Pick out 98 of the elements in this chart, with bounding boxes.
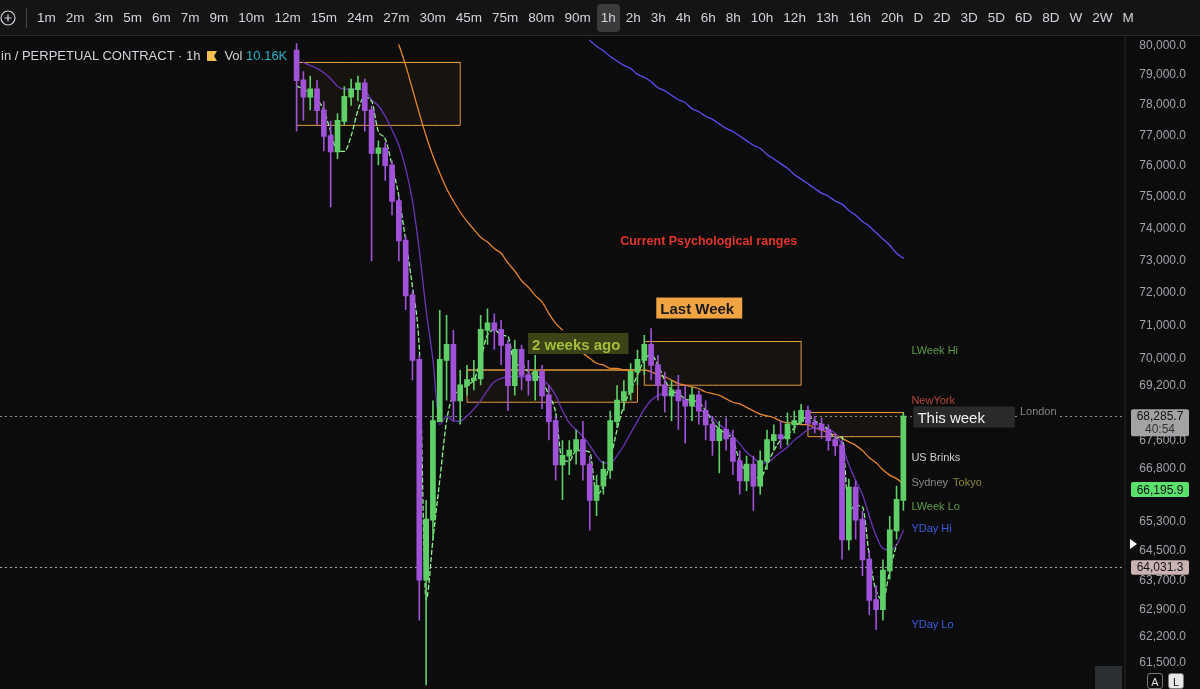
y-tick-label: 67,600.0 [1139, 433, 1187, 448]
text: 3D [959, 8, 979, 27]
candlestick [716, 420, 723, 475]
text: 2W [1091, 8, 1114, 27]
text: A [1147, 673, 1163, 689]
text: US Brinks [911, 451, 961, 463]
y-tick-label: 73,000.0 [1139, 252, 1187, 267]
candlestick [450, 329, 457, 422]
text: Sydney [911, 476, 949, 488]
text: 7m [179, 8, 201, 27]
text: YDay Hi [911, 522, 952, 534]
series-label: This week [917, 409, 986, 427]
y-tick-label: 63,700.0 [1139, 572, 1187, 587]
text: 10m [237, 8, 266, 27]
text: W [1068, 8, 1084, 27]
text: 80m [527, 8, 556, 27]
y-tick-label: 61,500.0 [1139, 655, 1187, 670]
text: 75m [491, 8, 520, 27]
candlestick [511, 339, 518, 397]
ref-line-label: 64,031.3 [1136, 560, 1184, 575]
text: 6h [699, 8, 717, 27]
text: 3h [649, 8, 667, 27]
candlestick [375, 139, 382, 166]
candlestick [689, 386, 695, 422]
y-tick-label: 77,000.0 [1139, 127, 1187, 142]
text: LWeek Hi [911, 344, 959, 356]
y-tick-label: 78,000.0 [1139, 97, 1187, 112]
candlestick [777, 420, 784, 450]
line-series [302, 61, 905, 551]
text: 15m [309, 8, 338, 27]
series-label: Last Week [660, 300, 735, 318]
text: 1m [36, 8, 57, 27]
text: 27m [382, 8, 411, 27]
text: 20h [879, 8, 905, 27]
text: YDay Lo [911, 618, 954, 630]
candlestick [743, 455, 750, 492]
series-label: 2 weeks ago [532, 335, 621, 353]
candlestick [300, 70, 307, 122]
text: 90m [563, 8, 592, 27]
candlestick [307, 75, 314, 112]
text: 16h [847, 8, 872, 27]
text: 2D [932, 8, 952, 27]
y-tick-label: 64,500.0 [1139, 543, 1187, 558]
candlestick [518, 344, 525, 392]
text: 5D [986, 8, 1006, 27]
text: 3m [93, 8, 115, 27]
y-tick-label: 76,000.0 [1139, 158, 1187, 173]
text: 2h [624, 8, 642, 27]
text: 6D [1013, 8, 1034, 27]
text: 4h [674, 8, 692, 27]
text: M [1121, 8, 1135, 27]
y-tick-label: 66,800.0 [1139, 461, 1187, 476]
line-series [589, 39, 905, 259]
text: 45m [454, 8, 483, 27]
candlestick [845, 477, 852, 552]
text: 24m [346, 8, 375, 27]
text: 30m [418, 8, 447, 27]
y-tick-label: 70,000.0 [1139, 351, 1187, 366]
y-tick-label: 62,200.0 [1139, 628, 1187, 643]
text: 8D [1041, 8, 1061, 27]
ref-line-label: 68,285.7 40:54 [1136, 409, 1184, 436]
text: London [1019, 405, 1057, 417]
text: Tokyo [953, 476, 982, 488]
text: Vol 10.16K [224, 48, 288, 63]
annotation: Current Psychological ranges [620, 234, 798, 248]
text: 9m [208, 8, 230, 27]
y-tick-label: 75,000.0 [1139, 189, 1187, 204]
candlestick [668, 379, 675, 422]
y-tick-label: 74,000.0 [1139, 220, 1187, 235]
text: in / PERPETUAL CONTRACT · 1h [1, 48, 201, 63]
y-tick-label: 72,000.0 [1139, 285, 1187, 300]
text: 2m [64, 8, 86, 27]
text: L [1168, 673, 1184, 689]
candlestick [293, 42, 300, 133]
text: 13h [814, 8, 840, 27]
text: 10h [749, 8, 775, 27]
text: LWeek Lo [911, 500, 960, 512]
text: D [912, 8, 925, 27]
text: 5m [122, 8, 143, 27]
candlestick [532, 354, 539, 402]
text: 1h [596, 3, 620, 32]
y-tick-label: 80,000.0 [1139, 37, 1187, 52]
y-tick-label: 69,200.0 [1139, 378, 1187, 393]
text: 66,195.9 [1136, 482, 1184, 497]
y-tick-label: 65,300.0 [1139, 514, 1187, 529]
y-tick-label: 62,900.0 [1139, 602, 1187, 617]
line-series [295, 85, 898, 601]
y-tick-label: 71,000.0 [1139, 317, 1187, 332]
text: NewYork [911, 394, 956, 406]
text: 12m [273, 8, 302, 27]
candlestick [525, 359, 532, 397]
candlestick [593, 474, 600, 517]
candlestick [750, 455, 757, 512]
text: 12h [782, 8, 807, 27]
y-tick-label: 79,000.0 [1139, 67, 1187, 82]
text: 6m [151, 8, 172, 27]
candlestick [852, 479, 859, 541]
text: 8h [724, 8, 742, 27]
